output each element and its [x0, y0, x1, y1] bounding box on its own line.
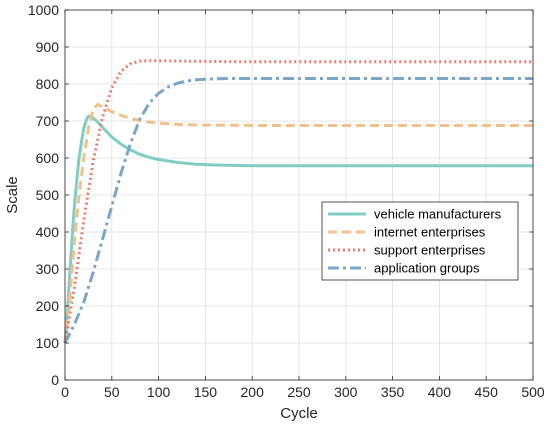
x-tick-label: 350 [381, 384, 405, 400]
legend: vehicle manufacturers internet enterprise… [321, 201, 519, 281]
x-tick-label: 400 [428, 384, 452, 400]
legend-label-2: support enterprises [374, 243, 486, 258]
series-layer [63, 59, 533, 344]
y-tick-label: 100 [36, 335, 60, 351]
x-tick-label: 250 [287, 384, 311, 400]
y-tick-label: 500 [36, 187, 60, 203]
x-tick-label: 100 [147, 384, 171, 400]
x-tick-label: 150 [194, 384, 218, 400]
series-line-1 [63, 102, 533, 344]
series-line-0 [63, 114, 533, 344]
x-tick-labels: 0 50 100 150 200 250 300 350 400 450 500 [61, 384, 545, 400]
y-tick-labels: 0 100 200 300 400 500 600 700 800 900 1000 [28, 2, 59, 388]
y-axis-label: Scale [4, 176, 21, 214]
legend-label-3: application groups [374, 261, 480, 276]
x-axis-label: Cycle [280, 405, 318, 422]
x-tick-label: 200 [241, 384, 265, 400]
x-tick-label: 300 [334, 384, 358, 400]
x-tick-label: 450 [475, 384, 499, 400]
x-tick-label: 50 [104, 384, 120, 400]
x-tick-label: 500 [521, 384, 545, 400]
y-tick-label: 300 [36, 261, 60, 277]
axis-ticks [64, 9, 534, 381]
y-tick-label: 0 [51, 372, 59, 388]
x-tick-label: 0 [61, 384, 69, 400]
y-tick-label: 600 [36, 150, 60, 166]
y-tick-label: 900 [36, 39, 60, 55]
y-tick-label: 800 [36, 76, 60, 92]
series-line-3 [63, 76, 533, 344]
y-tick-label: 1000 [28, 2, 59, 18]
y-tick-label: 700 [36, 113, 60, 129]
legend-label-1: internet enterprises [374, 225, 486, 240]
legend-label-0: vehicle manufacturers [374, 207, 502, 222]
y-tick-label: 400 [36, 224, 60, 240]
y-tick-label: 200 [36, 298, 60, 314]
series-line-2 [63, 59, 533, 344]
